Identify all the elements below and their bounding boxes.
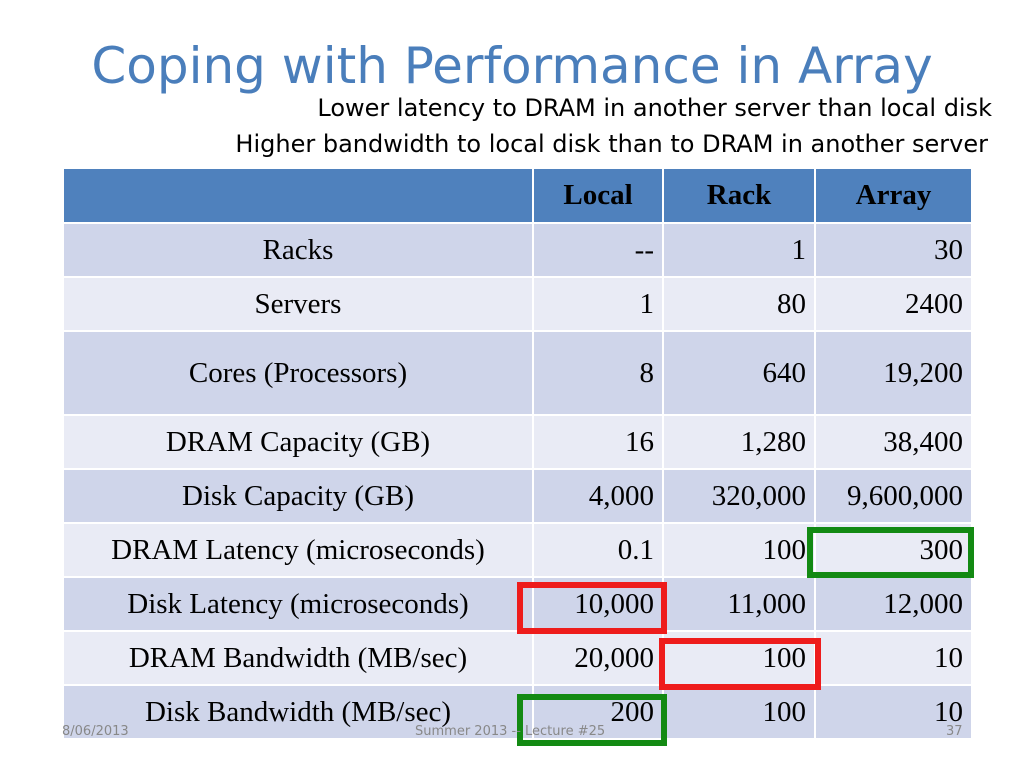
- cell-array: 2400: [814, 276, 973, 332]
- subtitle-latency: Lower latency to DRAM in another server …: [317, 94, 992, 122]
- cell-rack: 1,280: [662, 414, 816, 470]
- footer-course: Summer 2013 -- Lecture #25: [415, 724, 606, 739]
- cell-rack: 320,000: [662, 468, 816, 524]
- header-local: Local: [532, 167, 664, 224]
- footer-date: 8/06/2013: [62, 724, 129, 739]
- cell-rack: 80: [662, 276, 816, 332]
- row-label: Disk Bandwidth (MB/sec): [62, 684, 534, 740]
- cell-array: 30: [814, 222, 973, 278]
- subtitle-bandwidth: Higher bandwidth to local disk than to D…: [235, 130, 988, 158]
- row-label: DRAM Latency (microseconds): [62, 522, 534, 578]
- cell-local: 16: [532, 414, 664, 470]
- cell-array: 10: [814, 684, 973, 740]
- cell-local: 20,000: [532, 630, 664, 686]
- table-row: Disk Latency (microseconds) 10,000 11,00…: [62, 576, 973, 632]
- table-row: Racks -- 1 30: [62, 222, 973, 278]
- row-label: Disk Latency (microseconds): [62, 576, 534, 632]
- table-row: Disk Capacity (GB) 4,000 320,000 9,600,0…: [62, 468, 973, 524]
- cell-rack: 11,000: [662, 576, 816, 632]
- cell-rack: 100: [662, 684, 816, 740]
- header-empty: [62, 167, 534, 224]
- cell-local: 0.1: [532, 522, 664, 578]
- table-header-row: Local Rack Array: [62, 167, 973, 224]
- table-row: Cores (Processors) 8 640 19,200: [62, 330, 973, 416]
- cell-local: --: [532, 222, 664, 278]
- cell-array: 19,200: [814, 330, 973, 416]
- cell-rack: 1: [662, 222, 816, 278]
- table-row: Servers 1 80 2400: [62, 276, 973, 332]
- cell-local: 10,000: [532, 576, 664, 632]
- table-row: DRAM Capacity (GB) 16 1,280 38,400: [62, 414, 973, 470]
- table-row: DRAM Latency (microseconds) 0.1 100 300: [62, 522, 973, 578]
- row-label: DRAM Capacity (GB): [62, 414, 534, 470]
- row-label: DRAM Bandwidth (MB/sec): [62, 630, 534, 686]
- row-label: Servers: [62, 276, 534, 332]
- cell-array: 9,600,000: [814, 468, 973, 524]
- header-rack: Rack: [662, 167, 816, 224]
- cell-rack: 100: [662, 522, 816, 578]
- cell-array: 38,400: [814, 414, 973, 470]
- row-label: Cores (Processors): [62, 330, 534, 416]
- row-label: Racks: [62, 222, 534, 278]
- slide-title: Coping with Performance in Array: [91, 37, 933, 95]
- cell-rack: 640: [662, 330, 816, 416]
- comparison-table: Local Rack Array Racks -- 1 30 Servers 1…: [62, 167, 973, 740]
- row-label: Disk Capacity (GB): [62, 468, 534, 524]
- cell-array: 300: [814, 522, 973, 578]
- table-row: DRAM Bandwidth (MB/sec) 20,000 100 10: [62, 630, 973, 686]
- footer-page-number: 37: [946, 724, 963, 739]
- cell-array: 10: [814, 630, 973, 686]
- header-array: Array: [814, 167, 973, 224]
- cell-local: 4,000: [532, 468, 664, 524]
- cell-local: 1: [532, 276, 664, 332]
- cell-rack: 100: [662, 630, 816, 686]
- cell-local: 8: [532, 330, 664, 416]
- cell-array: 12,000: [814, 576, 973, 632]
